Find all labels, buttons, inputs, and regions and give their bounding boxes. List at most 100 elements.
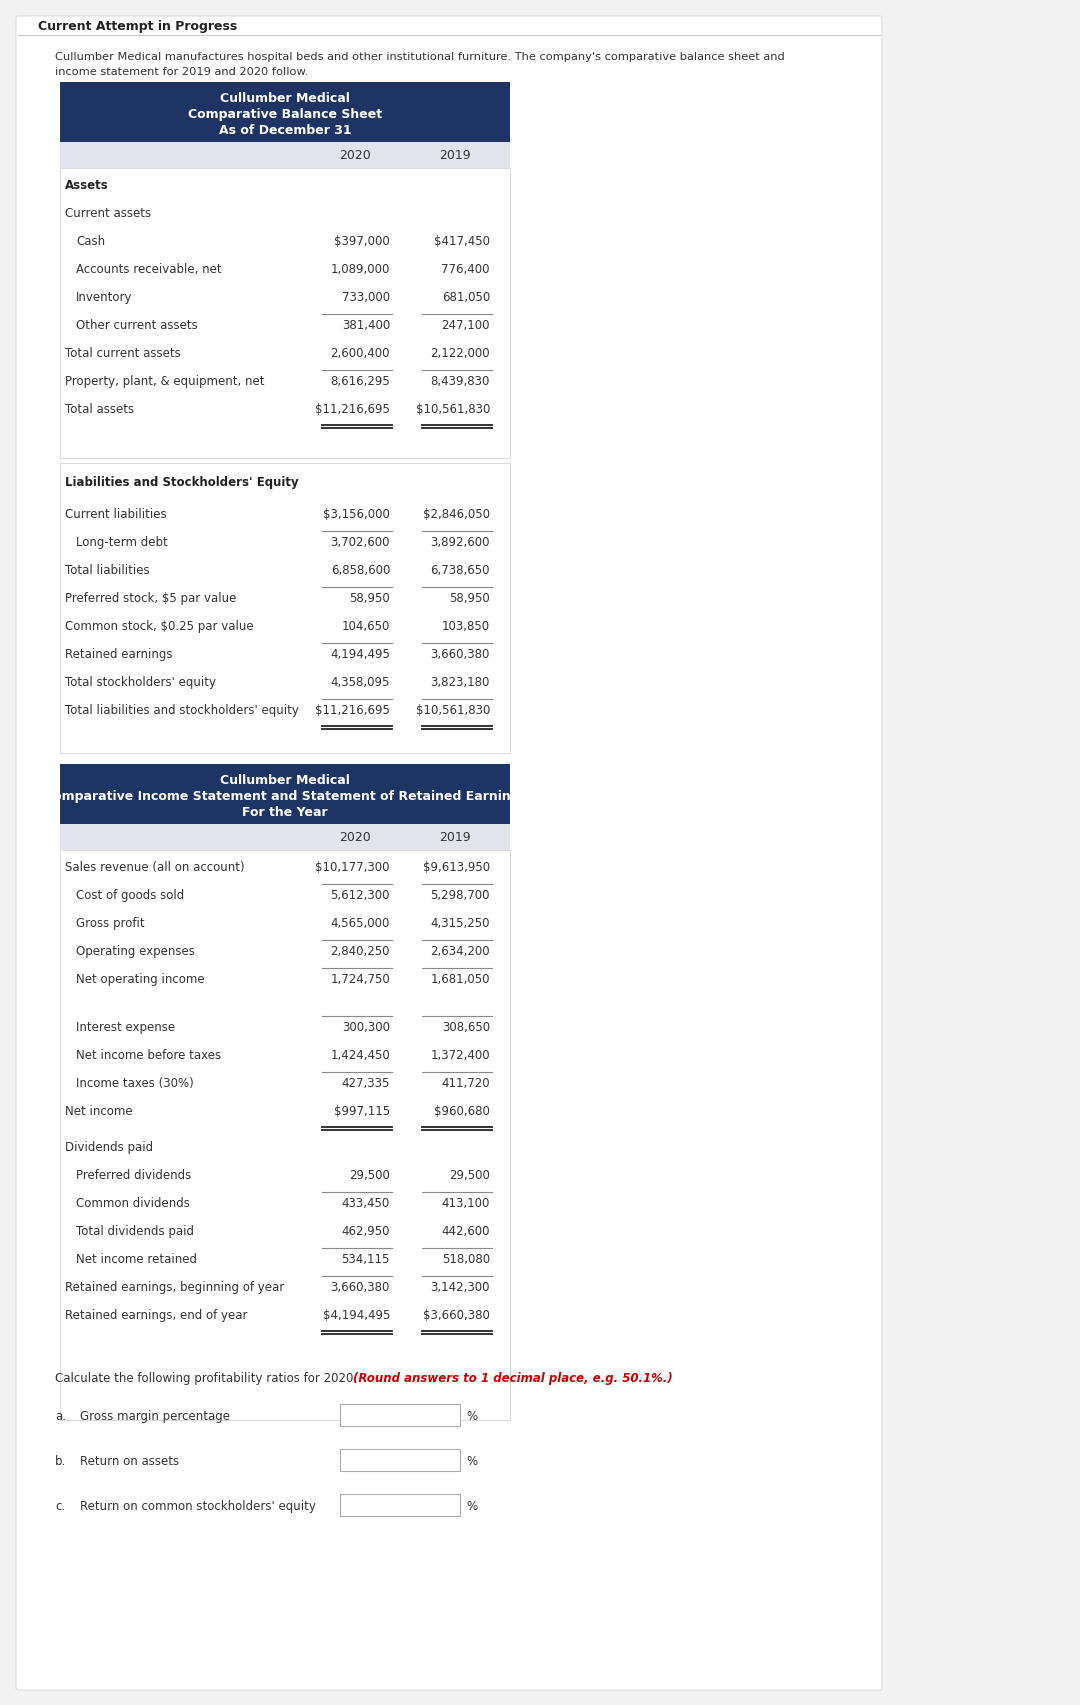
Text: 308,650: 308,650: [442, 1021, 490, 1033]
Text: 5,612,300: 5,612,300: [330, 888, 390, 902]
Text: 29,500: 29,500: [349, 1170, 390, 1182]
Text: Net income retained: Net income retained: [76, 1253, 197, 1267]
Text: 6,738,650: 6,738,650: [431, 564, 490, 576]
Text: Preferred stock, $5 par value: Preferred stock, $5 par value: [65, 592, 237, 605]
Text: 413,100: 413,100: [442, 1197, 490, 1211]
Text: Property, plant, & equipment, net: Property, plant, & equipment, net: [65, 375, 265, 389]
Text: Dividends paid: Dividends paid: [65, 1141, 153, 1154]
Text: $10,561,830: $10,561,830: [416, 402, 490, 416]
Text: Cullumber Medical: Cullumber Medical: [220, 92, 350, 106]
Text: 1,372,400: 1,372,400: [430, 1049, 490, 1062]
Text: 247,100: 247,100: [442, 319, 490, 332]
Text: $3,156,000: $3,156,000: [323, 508, 390, 522]
Text: 2,122,000: 2,122,000: [430, 348, 490, 360]
Bar: [60, 169, 510, 459]
Bar: [60, 764, 510, 824]
Text: 4,565,000: 4,565,000: [330, 917, 390, 929]
Text: 462,950: 462,950: [341, 1224, 390, 1238]
Text: 681,050: 681,050: [442, 292, 490, 303]
Text: Accounts receivable, net: Accounts receivable, net: [76, 263, 221, 276]
Text: a.: a.: [55, 1410, 66, 1424]
Text: Total liabilities: Total liabilities: [65, 564, 150, 576]
Text: Current assets: Current assets: [65, 206, 151, 220]
Text: Total stockholders' equity: Total stockholders' equity: [65, 675, 216, 689]
Text: 534,115: 534,115: [341, 1253, 390, 1267]
Text: 4,358,095: 4,358,095: [330, 675, 390, 689]
Text: Operating expenses: Operating expenses: [76, 945, 194, 958]
Text: 103,850: 103,850: [442, 621, 490, 633]
Text: 776,400: 776,400: [442, 263, 490, 276]
Bar: [60, 142, 510, 169]
Text: 733,000: 733,000: [342, 292, 390, 303]
Text: Calculate the following profitability ratios for 2020.: Calculate the following profitability ra…: [55, 1373, 357, 1384]
Text: $10,177,300: $10,177,300: [315, 861, 390, 875]
Text: Retained earnings, end of year: Retained earnings, end of year: [65, 1309, 247, 1321]
Text: Income taxes (30%): Income taxes (30%): [76, 1078, 193, 1089]
Text: 3,142,300: 3,142,300: [431, 1280, 490, 1294]
Text: Other current assets: Other current assets: [76, 319, 198, 332]
Text: 104,650: 104,650: [341, 621, 390, 633]
Text: 2020: 2020: [339, 148, 370, 162]
FancyBboxPatch shape: [16, 15, 882, 1690]
Text: For the Year: For the Year: [242, 806, 328, 818]
Bar: [340, 1449, 460, 1471]
Text: $417,450: $417,450: [434, 235, 490, 247]
Text: Cullumber Medical manufactures hospital beds and other institutional furniture. : Cullumber Medical manufactures hospital …: [55, 51, 785, 61]
Text: 2,634,200: 2,634,200: [430, 945, 490, 958]
Text: Sales revenue (all on account): Sales revenue (all on account): [65, 861, 245, 875]
Bar: [60, 851, 510, 1420]
Text: 4,315,250: 4,315,250: [431, 917, 490, 929]
Text: income statement for 2019 and 2020 follow.: income statement for 2019 and 2020 follo…: [55, 66, 309, 77]
Text: Inventory: Inventory: [76, 292, 133, 303]
Text: Comparative Balance Sheet: Comparative Balance Sheet: [188, 107, 382, 121]
Text: 518,080: 518,080: [442, 1253, 490, 1267]
Text: Net income: Net income: [65, 1105, 133, 1118]
Text: 300,300: 300,300: [342, 1021, 390, 1033]
Text: $11,216,695: $11,216,695: [315, 704, 390, 718]
Text: Cullumber Medical: Cullumber Medical: [220, 774, 350, 788]
Text: $997,115: $997,115: [334, 1105, 390, 1118]
Text: $10,561,830: $10,561,830: [416, 704, 490, 718]
Text: $11,216,695: $11,216,695: [315, 402, 390, 416]
Text: 411,720: 411,720: [442, 1078, 490, 1089]
Text: $3,660,380: $3,660,380: [423, 1309, 490, 1321]
Text: Current liabilities: Current liabilities: [65, 508, 166, 522]
Text: Liabilities and Stockholders' Equity: Liabilities and Stockholders' Equity: [65, 476, 299, 489]
Text: Return on assets: Return on assets: [80, 1454, 179, 1468]
Text: Interest expense: Interest expense: [76, 1021, 175, 1033]
Text: Retained earnings: Retained earnings: [65, 648, 173, 662]
Bar: [60, 82, 510, 142]
Text: 3,660,380: 3,660,380: [330, 1280, 390, 1294]
Text: Total current assets: Total current assets: [65, 348, 180, 360]
Text: Common stock, $0.25 par value: Common stock, $0.25 par value: [65, 621, 254, 633]
Text: 381,400: 381,400: [341, 319, 390, 332]
Text: 3,892,600: 3,892,600: [431, 535, 490, 549]
Text: $9,613,950: $9,613,950: [423, 861, 490, 875]
Text: $4,194,495: $4,194,495: [323, 1309, 390, 1321]
Text: 1,724,750: 1,724,750: [330, 974, 390, 985]
Text: 8,616,295: 8,616,295: [330, 375, 390, 389]
Text: 433,450: 433,450: [341, 1197, 390, 1211]
Text: Comparative Income Statement and Statement of Retained Earnings: Comparative Income Statement and Stateme…: [43, 789, 527, 803]
Text: 442,600: 442,600: [442, 1224, 490, 1238]
Text: Return on common stockholders' equity: Return on common stockholders' equity: [80, 1500, 315, 1512]
Text: Total assets: Total assets: [65, 402, 134, 416]
Text: 2,600,400: 2,600,400: [330, 348, 390, 360]
Bar: [60, 824, 510, 851]
Text: Long-term debt: Long-term debt: [76, 535, 167, 549]
Text: Net income before taxes: Net income before taxes: [76, 1049, 221, 1062]
Bar: [340, 1494, 460, 1516]
Text: b.: b.: [55, 1454, 66, 1468]
Text: 2019: 2019: [440, 830, 471, 844]
Bar: [60, 464, 510, 754]
Text: 29,500: 29,500: [449, 1170, 490, 1182]
Text: 8,439,830: 8,439,830: [431, 375, 490, 389]
Text: (Round answers to 1 decimal place, e.g. 50.1%.): (Round answers to 1 decimal place, e.g. …: [353, 1373, 673, 1384]
Text: 3,660,380: 3,660,380: [431, 648, 490, 662]
Text: 4,194,495: 4,194,495: [330, 648, 390, 662]
Bar: [340, 1403, 460, 1425]
Text: %: %: [465, 1500, 477, 1512]
Text: 58,950: 58,950: [349, 592, 390, 605]
Text: Retained earnings, beginning of year: Retained earnings, beginning of year: [65, 1280, 284, 1294]
Text: Total dividends paid: Total dividends paid: [76, 1224, 194, 1238]
